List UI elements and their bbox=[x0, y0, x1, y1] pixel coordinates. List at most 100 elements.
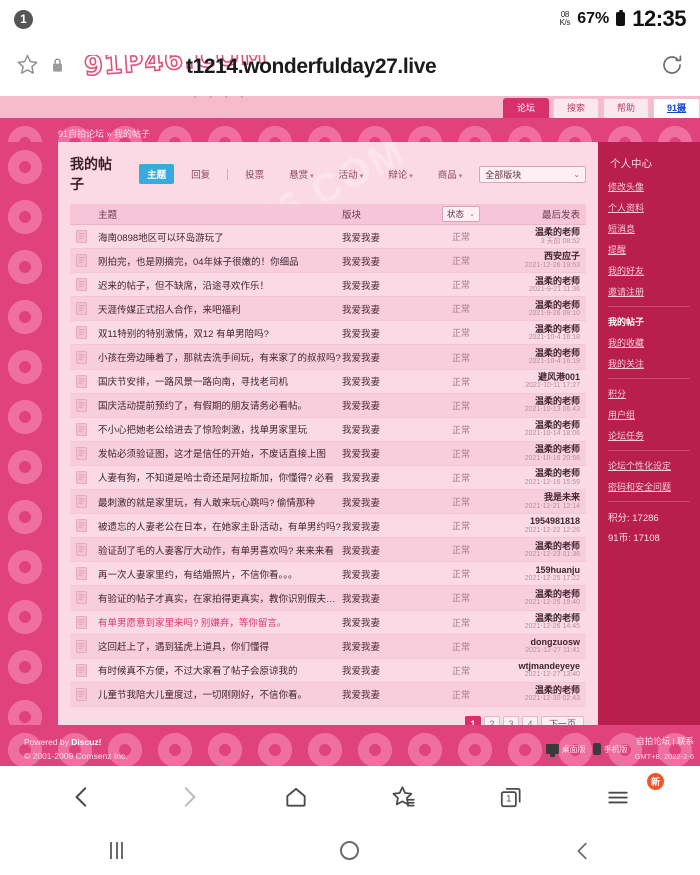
footer-site-links[interactable]: 自拍论坛 | 联系 bbox=[636, 735, 694, 746]
row-title[interactable]: 有单男愿意到家里来吗? 别嫌弃，等你留言。 bbox=[98, 618, 287, 630]
row-title[interactable]: 不小心把她老公给进去了惊险刺激，找单男家里玩 bbox=[98, 425, 308, 437]
row-author[interactable]: wtjmandeyeye bbox=[518, 661, 580, 672]
row-title[interactable]: 双11特别的特别激情，双12 有单男陪吗? bbox=[98, 328, 269, 340]
row-title[interactable]: 有验证的帖子才真实，在家拍得更真实，教你识别假夫妻。 bbox=[98, 593, 342, 605]
home-button[interactable] bbox=[233, 841, 466, 860]
table-row[interactable]: 有单男愿意到家里来吗? 别嫌弃，等你留言。 我爱我妻 正常 温柔的老师 2021-12-… bbox=[70, 610, 586, 635]
browser-back-button[interactable] bbox=[28, 784, 135, 810]
sidebar-item-my-favorites[interactable]: 我的收藏 bbox=[608, 338, 645, 348]
row-author[interactable]: 温柔的老师 bbox=[534, 685, 580, 696]
row-title[interactable]: 再一次人妻家里约，有结婚照片，不信你看。。。 bbox=[98, 569, 298, 581]
table-row[interactable]: 验证刮了毛的人妻客厅大动作，有单男喜欢吗? 来来来看 我爱我妻 正常 温柔的老师 202… bbox=[70, 538, 586, 563]
table-row[interactable]: 刚拍完，也是刚摘完，04年妹子很嫩的！你细品 我爱我妻 正常 西安应子 2021-12-… bbox=[70, 249, 586, 274]
forum-filter-select[interactable]: 全部版块 ⌄ bbox=[479, 165, 586, 183]
tab-search[interactable]: 搜索 bbox=[552, 98, 599, 118]
row-title[interactable]: 国庆活动提前预约了，有假期的朋友请务必看帖。 bbox=[98, 401, 308, 413]
browser-home-button[interactable] bbox=[243, 784, 350, 810]
row-title[interactable]: 国庆节安排，一路风景一路向南，寻找老司机 bbox=[98, 377, 289, 389]
table-row[interactable]: 人妻有狗，不知道是哈士奇还是阿拉斯加，你懂得? 必看 我爱我妻 正常 温柔的老师 202… bbox=[70, 465, 586, 491]
table-row[interactable]: 小孩在旁边睡着了，那就去洗手间玩，有来家了的叔叔吗? 我爱我妻 正常 温柔的老师 202… bbox=[70, 345, 586, 370]
row-forum[interactable]: 我爱我妻 bbox=[342, 666, 381, 678]
sidebar-item-my-posts[interactable]: 我的帖子 bbox=[608, 317, 645, 327]
row-author[interactable]: 温柔的老师 bbox=[534, 347, 580, 358]
row-forum[interactable]: 我爱我妻 bbox=[342, 593, 381, 605]
row-title[interactable]: 发帖必须验证图，这才是信任的开始，不废话直接上图 bbox=[98, 449, 327, 461]
row-forum[interactable]: 我爱我妻 bbox=[342, 521, 381, 533]
next-page-button[interactable]: 下一页 bbox=[540, 715, 584, 725]
row-forum[interactable]: 我爱我妻 bbox=[342, 328, 381, 340]
row-forum[interactable]: 我爱我妻 bbox=[342, 425, 381, 437]
mobile-version-toggle[interactable]: 手机版 bbox=[592, 743, 628, 755]
subnav-item-activity[interactable]: 活动 ▾ bbox=[338, 170, 364, 181]
table-row[interactable]: 海南0898地区可以环岛游玩了 我爱我妻 正常 温柔的老师 3 天前 08:52 bbox=[70, 225, 586, 250]
row-forum[interactable]: 我爱我妻 bbox=[342, 642, 381, 654]
table-row[interactable]: 迟来的帖子，但不缺席，沿途寻欢作乐！ 我爱我妻 正常 温柔的老师 2021-9-21 1… bbox=[70, 273, 586, 298]
row-author[interactable]: 温柔的老师 bbox=[534, 444, 580, 455]
row-title[interactable]: 这回赶上了，遇到猛虎上道具，你们懂得 bbox=[98, 642, 270, 654]
sidebar-item-invite-register[interactable]: 邀请注册 bbox=[608, 287, 645, 297]
row-author[interactable]: 温柔的老师 bbox=[534, 227, 580, 238]
sidebar-item-friends[interactable]: 我的好友 bbox=[608, 266, 645, 276]
page-button-2[interactable]: 2 bbox=[483, 715, 500, 725]
row-title[interactable]: 刚拍完，也是刚摘完，04年妹子很嫩的！你细品 bbox=[98, 256, 299, 268]
row-author[interactable]: 温柔的老师 bbox=[534, 299, 580, 310]
page-button-3[interactable]: 3 bbox=[502, 715, 519, 725]
sidebar-item-messages[interactable]: 短消息 bbox=[608, 224, 636, 234]
row-author[interactable]: 温柔的老师 bbox=[534, 420, 580, 431]
subnav-item-polls[interactable]: 投票 bbox=[245, 170, 265, 181]
sidebar-item-change-avatar[interactable]: 修改头像 bbox=[608, 182, 645, 192]
row-forum[interactable]: 我爱我妻 bbox=[342, 449, 381, 461]
sidebar-item-forum-tasks[interactable]: 论坛任务 bbox=[608, 431, 645, 441]
row-title[interactable]: 海南0898地区可以环岛游玩了 bbox=[98, 232, 224, 244]
row-title[interactable]: 儿童节我陪大儿童度过，一切刚刚好，不信你看。 bbox=[98, 690, 308, 702]
page-button-4[interactable]: 4 bbox=[521, 715, 538, 725]
sidebar-item-personalize[interactable]: 论坛个性化设定 bbox=[608, 461, 672, 471]
breadcrumb[interactable]: 91自拍论坛 » 我的帖子 bbox=[58, 129, 151, 139]
browser-bookmarks-button[interactable] bbox=[350, 784, 457, 810]
table-row[interactable]: 儿童节我陪大儿童度过，一切刚刚好，不信你看。 我爱我妻 正常 温柔的老师 2021-12… bbox=[70, 682, 586, 707]
discuz-name[interactable]: Discuz! bbox=[71, 736, 102, 747]
row-forum[interactable]: 我爱我妻 bbox=[342, 497, 381, 509]
recents-button[interactable] bbox=[0, 842, 233, 859]
row-title[interactable]: 验证刮了毛的人妻客厅大动作，有单男喜欢吗? 来来来看 bbox=[98, 545, 334, 557]
row-author[interactable]: 避风港001 bbox=[537, 371, 580, 382]
tab-help[interactable]: 帮助 bbox=[602, 98, 649, 118]
tab-91she[interactable]: 91摄 bbox=[652, 98, 700, 118]
system-back-button[interactable] bbox=[467, 840, 700, 862]
tab-forum[interactable]: 论坛 bbox=[502, 98, 549, 118]
row-author[interactable]: dongzuosw bbox=[530, 636, 581, 647]
table-row[interactable]: 最刺激的就是家里玩，有人敢来玩心跳吗? 偷情那种 我爱我妻 正常 我是未来 2021-1… bbox=[70, 490, 586, 515]
sidebar-item-my-follows[interactable]: 我的关注 bbox=[608, 359, 645, 369]
row-author[interactable]: 温柔的老师 bbox=[534, 323, 580, 334]
sidebar-item-user-group[interactable]: 用户组 bbox=[608, 410, 636, 420]
browser-tabs-button[interactable]: 1 bbox=[457, 784, 564, 810]
row-forum[interactable]: 我爱我妻 bbox=[342, 353, 381, 365]
row-forum[interactable]: 我爱我妻 bbox=[342, 569, 381, 581]
subnav-item-debate[interactable]: 辩论 ▾ bbox=[388, 170, 413, 181]
sidebar-item-credits[interactable]: 积分 bbox=[608, 389, 627, 399]
desktop-version-toggle[interactable]: 桌面版 bbox=[545, 744, 586, 757]
subnav-item-goods[interactable]: 商品 ▾ bbox=[437, 170, 463, 181]
row-author[interactable]: 温柔的老师 bbox=[534, 275, 580, 286]
page-button-1[interactable]: 1 bbox=[464, 715, 481, 725]
row-author[interactable]: 159huanju bbox=[535, 564, 580, 575]
subnav-item-replies[interactable]: 回复 bbox=[191, 170, 211, 181]
row-title[interactable]: 人妻有狗，不知道是哈士奇还是阿拉斯加，你懂得? 必看 bbox=[98, 473, 334, 485]
subnav-item-bounty[interactable]: 悬赏 ▾ bbox=[289, 170, 314, 181]
row-author[interactable]: 温柔的老师 bbox=[534, 588, 580, 599]
table-row[interactable]: 天涯传媒正式招人合作，来吧福利 我爱我妻 正常 温柔的老师 2021-9-26 09:1… bbox=[70, 297, 586, 322]
table-row[interactable]: 有时候真不方便，不过大家看了帖子会原谅我的 我爱我妻 正常 wtjmandeyeye 2… bbox=[70, 658, 586, 683]
state-filter-select[interactable]: 状态 ⌄ bbox=[442, 206, 480, 222]
sidebar-item-profile[interactable]: 个人资料 bbox=[608, 203, 645, 213]
row-author[interactable]: 温柔的老师 bbox=[534, 396, 580, 406]
row-forum[interactable]: 我爱我妻 bbox=[342, 377, 381, 389]
table-row[interactable]: 有验证的帖子才真实，在家拍得更真实，教你识别假夫妻。 我爱我妻 正常 温柔的老师 202… bbox=[70, 586, 586, 611]
subnav-item-threads[interactable]: 主题 bbox=[139, 164, 175, 184]
bookmark-star-icon[interactable] bbox=[16, 53, 39, 81]
browser-menu-button[interactable]: 新 bbox=[565, 773, 672, 810]
row-forum[interactable]: 我爱我妻 bbox=[342, 232, 381, 244]
row-forum[interactable]: 我爱我妻 bbox=[342, 545, 381, 557]
row-author[interactable]: 温柔的老师 bbox=[534, 468, 580, 479]
reload-icon[interactable] bbox=[660, 53, 684, 82]
site-security-lock-icon[interactable] bbox=[51, 57, 64, 78]
